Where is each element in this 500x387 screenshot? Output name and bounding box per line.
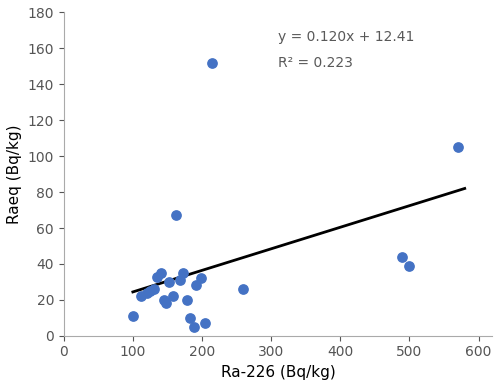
Point [196,275,204,281]
Point [178,270,186,276]
Point [406,263,413,269]
Point [186,315,194,321]
Point [129,313,137,319]
Point [202,320,209,326]
Point [165,279,173,285]
Point [240,286,248,292]
Point [208,60,216,66]
Point [176,277,184,283]
Y-axis label: Raeq (Bq/kg): Raeq (Bq/kg) [7,124,22,224]
Point [150,286,158,292]
Point [183,297,191,303]
Point [190,324,198,330]
Point [146,288,154,294]
X-axis label: Ra-226 (Bq/kg): Ra-226 (Bq/kg) [220,365,336,380]
Point [137,293,145,300]
Point [398,253,406,260]
Point [169,293,177,300]
Point [153,273,161,279]
Text: y = 0.120x + 12.41: y = 0.120x + 12.41 [278,31,414,45]
Point [156,270,164,276]
Point [160,297,168,303]
Point [172,212,180,219]
Point [162,300,170,307]
Point [192,283,200,289]
Point [142,289,150,296]
Text: R² = 0.223: R² = 0.223 [278,56,353,70]
Point [454,144,462,150]
